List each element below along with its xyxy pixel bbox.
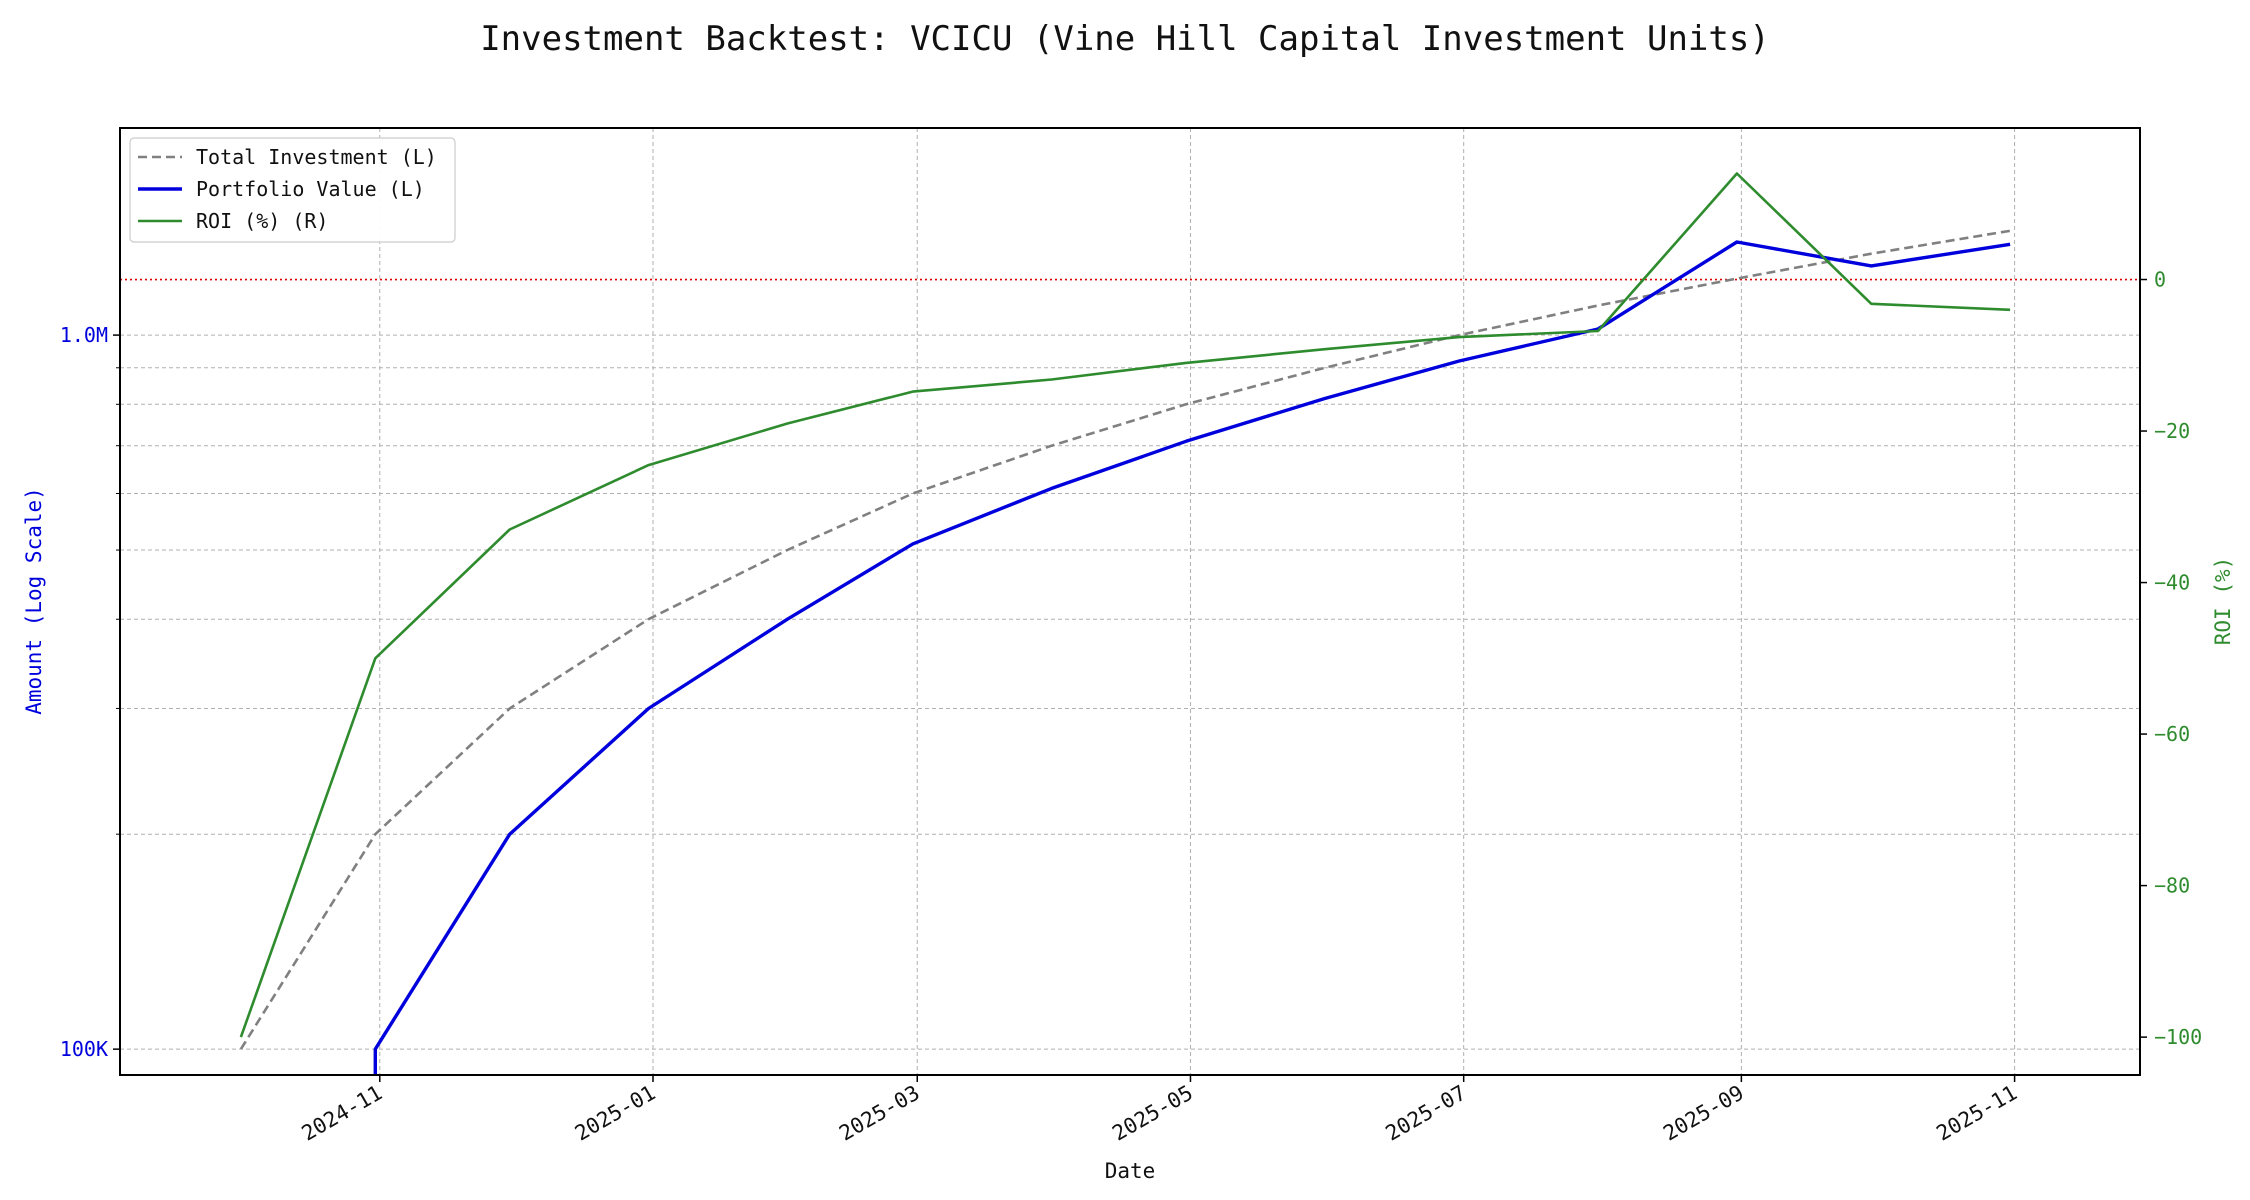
series-line-portfolio-value-l <box>373 240 2011 1075</box>
legend-label: ROI (%) (R) <box>196 209 328 233</box>
legend-box <box>129 137 456 243</box>
legend-label: Total Investment (L) <box>196 145 437 169</box>
plot-frame <box>119 127 2141 1076</box>
series-layer <box>239 172 2011 1075</box>
y-right-tick-label: −80 <box>2154 874 2190 898</box>
right-y-axis-label: ROI (%) <box>2211 557 2235 646</box>
y-right-tick-label: −40 <box>2154 571 2190 595</box>
x-tick-label: 2025-07 <box>1382 1081 1471 1146</box>
y-right-tick-label: −100 <box>2154 1025 2202 1049</box>
x-axis-label: Date <box>1105 1159 1156 1183</box>
series-line-roi-r <box>239 172 2011 1038</box>
grid <box>120 128 2140 1075</box>
y-right-tick-label: 0 <box>2154 268 2166 292</box>
y-left-tick-label: 100K <box>60 1037 108 1061</box>
y-right-tick-label: −20 <box>2154 419 2190 443</box>
chart-title: Investment Backtest: VCICU (Vine Hill Ca… <box>480 19 1770 59</box>
x-tick-label: 2025-03 <box>835 1081 924 1146</box>
series-line-total-investment-l <box>239 229 2011 1050</box>
legend-label: Portfolio Value (L) <box>196 177 425 201</box>
x-tick-label: 2024-11 <box>298 1081 387 1146</box>
legend: Total Investment (L) Portfolio Value (L) R… <box>129 137 456 243</box>
left-y-axis-label: Amount (Log Scale) <box>22 487 46 715</box>
x-tick-label: 2025-05 <box>1108 1081 1197 1146</box>
y-right-tick-label: −60 <box>2154 722 2190 746</box>
left-y-axis: 100K 1.0M <box>60 323 120 1061</box>
x-tick-label: 2025-09 <box>1659 1081 1748 1146</box>
x-tick-label: 2025-01 <box>571 1081 660 1146</box>
y-left-tick-label: 1.0M <box>60 323 108 347</box>
x-axis: 2024-11 2025-01 2025-03 2025-05 2025-07 2025-… <box>298 1075 2021 1146</box>
right-y-axis: 0 −20 −40 −60 −80 −100 <box>2140 268 2202 1049</box>
x-tick-label: 2025-11 <box>1932 1081 2021 1146</box>
